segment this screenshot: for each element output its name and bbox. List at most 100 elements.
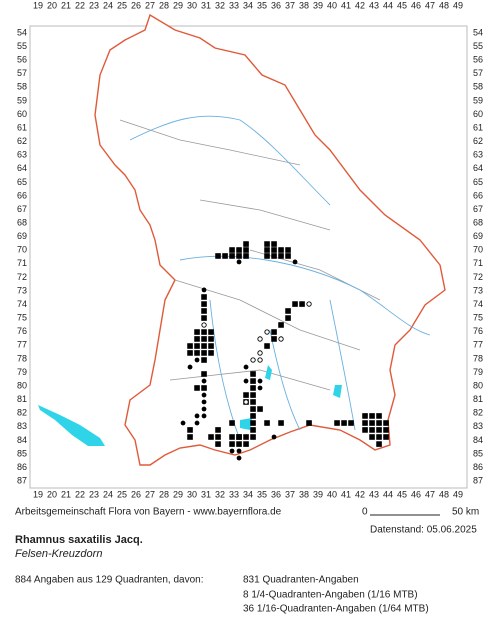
square-marker xyxy=(250,434,256,440)
square-marker xyxy=(243,247,249,253)
square-marker xyxy=(362,427,368,433)
column-label: 22 xyxy=(75,489,85,499)
dot-marker xyxy=(257,385,263,391)
square-marker xyxy=(229,420,235,426)
row-label: 87 xyxy=(17,476,27,486)
row-label: 57 xyxy=(473,68,483,78)
column-label: 49 xyxy=(453,489,463,499)
square-marker xyxy=(229,247,235,253)
row-label: 58 xyxy=(473,82,483,92)
column-label: 37 xyxy=(285,0,295,10)
square-marker xyxy=(264,343,270,349)
square-marker xyxy=(229,441,235,447)
column-label: 44 xyxy=(383,0,393,10)
dot-marker xyxy=(201,413,207,419)
column-label: 20 xyxy=(47,489,57,499)
dot-marker xyxy=(187,364,193,370)
row-label: 60 xyxy=(17,109,27,119)
square-marker xyxy=(285,253,291,259)
column-label: 22 xyxy=(75,0,85,10)
lakes xyxy=(240,365,342,430)
common-name: Felsen-Kreuzdorn xyxy=(15,548,102,560)
square-marker xyxy=(194,385,200,391)
square-marker xyxy=(271,247,277,253)
row-label: 59 xyxy=(473,95,483,105)
column-label: 32 xyxy=(215,489,225,499)
column-label: 33 xyxy=(229,489,239,499)
scale-end: 50 km xyxy=(452,507,479,518)
row-label: 87 xyxy=(473,476,483,486)
square-marker xyxy=(383,420,389,426)
column-label: 20 xyxy=(47,0,57,10)
square-marker xyxy=(264,241,270,247)
row-label: 81 xyxy=(473,394,483,404)
square-marker xyxy=(250,378,256,384)
square-marker xyxy=(236,247,242,253)
row-label: 62 xyxy=(473,136,483,146)
square-marker xyxy=(376,413,382,419)
species: Rhamnus saxatilis Jacq. xyxy=(15,534,143,546)
column-label: 26 xyxy=(131,489,141,499)
row-label: 75 xyxy=(17,313,27,323)
row-label: 72 xyxy=(17,272,27,282)
square-marker xyxy=(243,392,249,398)
column-label: 32 xyxy=(215,0,225,10)
dot-marker xyxy=(180,420,186,426)
dot-marker xyxy=(194,357,200,363)
row-label: 66 xyxy=(17,190,27,200)
dot-marker xyxy=(194,420,200,426)
row-label: 70 xyxy=(17,245,27,255)
square-marker xyxy=(250,371,256,377)
row-label: 65 xyxy=(473,177,483,187)
row-label: 55 xyxy=(473,41,483,51)
row-label: 59 xyxy=(17,95,27,105)
square-marker xyxy=(250,385,256,391)
row-label: 73 xyxy=(473,285,483,295)
row-label: 56 xyxy=(473,55,483,65)
row-label: 65 xyxy=(17,177,27,187)
occurrences xyxy=(180,241,389,461)
column-label: 45 xyxy=(397,0,407,10)
column-label: 29 xyxy=(173,0,183,10)
detail: 8 1/4-Quadranten-Angaben (1/16 MTB) xyxy=(243,590,418,601)
column-label: 25 xyxy=(117,489,127,499)
circle-marker xyxy=(201,322,207,328)
square-marker xyxy=(208,350,214,356)
row-label: 84 xyxy=(17,435,27,445)
square-marker xyxy=(201,343,207,349)
square-marker xyxy=(362,413,368,419)
square-marker xyxy=(278,420,284,426)
column-label: 34 xyxy=(243,0,253,10)
column-label: 42 xyxy=(355,489,365,499)
column-label: 30 xyxy=(187,489,197,499)
rivers xyxy=(129,115,431,441)
square-marker xyxy=(376,434,382,440)
row-label: 66 xyxy=(473,190,483,200)
row-label: 74 xyxy=(17,299,27,309)
column-label: 49 xyxy=(453,0,463,10)
row-label: 74 xyxy=(473,299,483,309)
square-marker xyxy=(250,399,256,405)
square-marker xyxy=(250,392,256,398)
column-label: 47 xyxy=(425,489,435,499)
square-marker xyxy=(187,350,193,356)
circle-marker xyxy=(243,399,249,405)
row-label: 64 xyxy=(17,163,27,173)
column-label: 23 xyxy=(89,0,99,10)
column-label: 39 xyxy=(313,0,323,10)
row-label: 82 xyxy=(17,408,27,418)
square-marker xyxy=(285,308,291,314)
square-marker xyxy=(201,308,207,314)
square-marker xyxy=(299,301,305,307)
summary: 884 Angaben aus 129 Quadranten, davon: xyxy=(15,575,204,586)
row-label: 85 xyxy=(473,448,483,458)
square-marker xyxy=(257,406,263,412)
dot-marker xyxy=(243,364,249,370)
square-marker xyxy=(215,434,221,440)
square-marker xyxy=(341,420,347,426)
square-marker xyxy=(383,434,389,440)
credit: Arbeitsgemeinschaft Flora von Bayern - w… xyxy=(15,507,282,518)
circle-marker xyxy=(257,350,263,356)
row-label: 81 xyxy=(17,394,27,404)
